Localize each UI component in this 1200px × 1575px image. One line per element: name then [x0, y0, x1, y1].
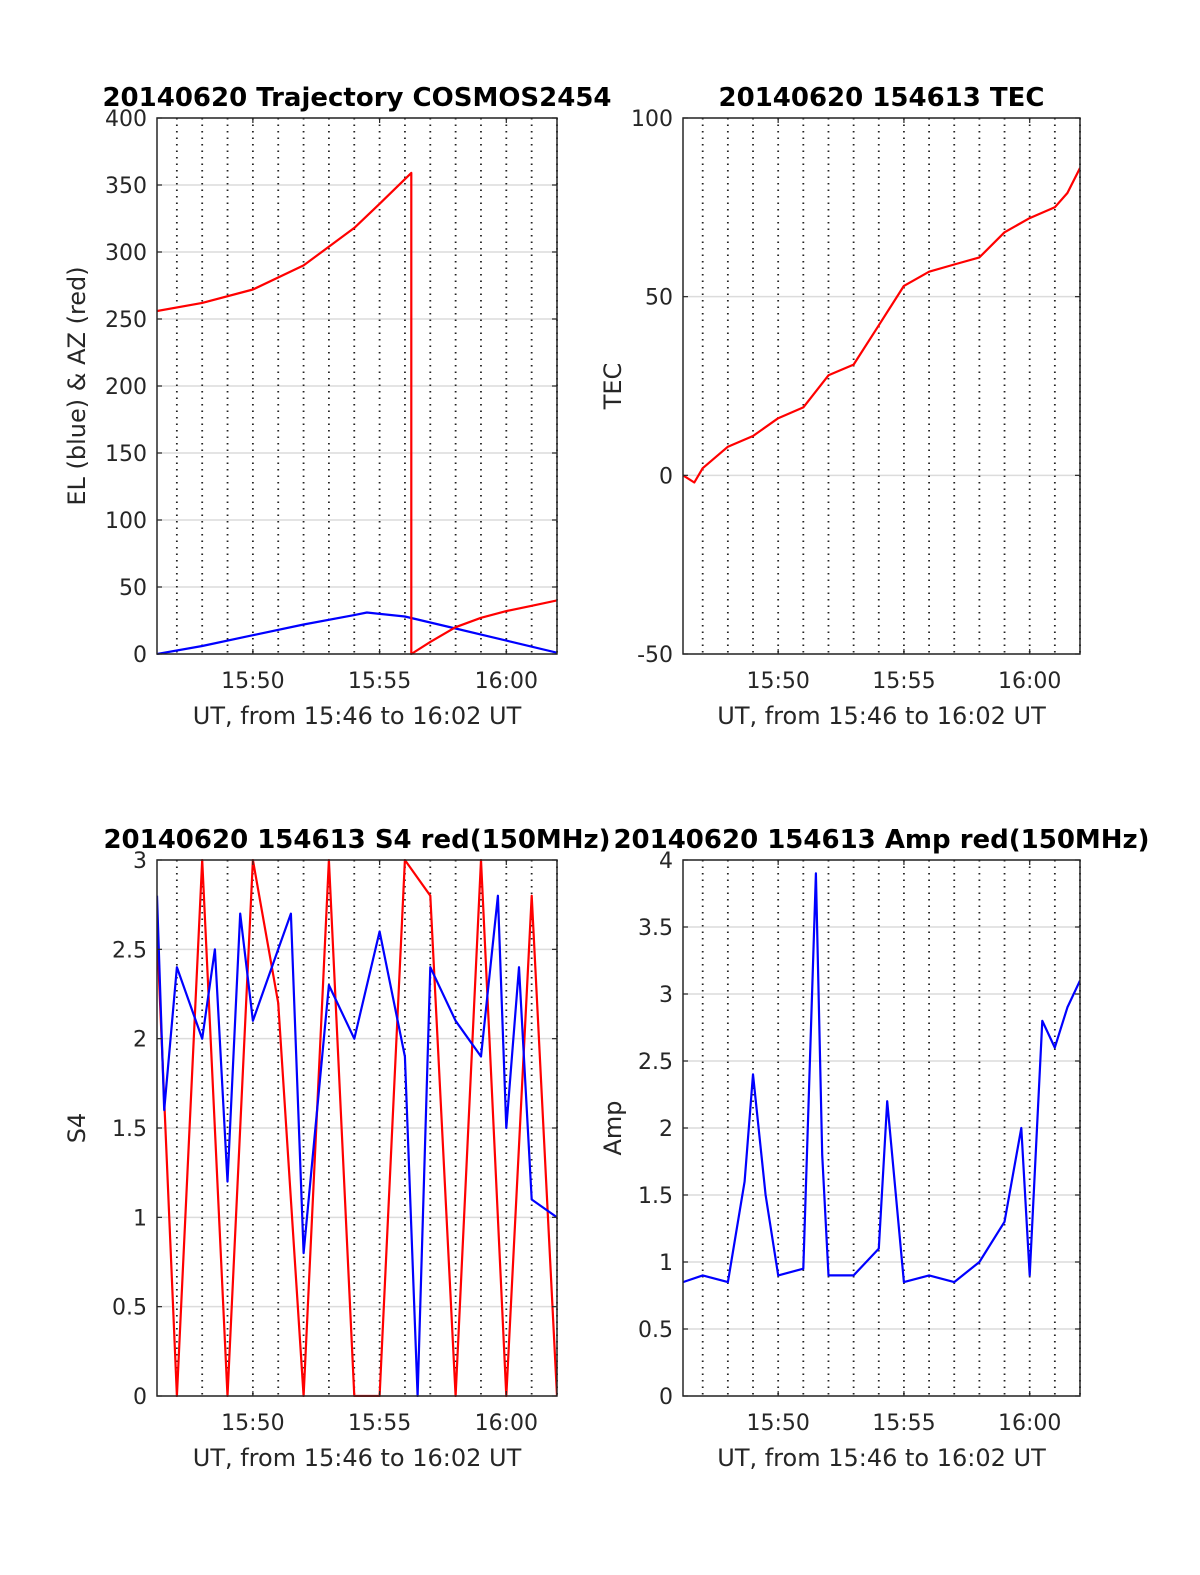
chart-3: 0 0.5 1 1.5 2 2.5 3 15:50 15:55 16:00 20140620 154… — [63, 825, 611, 1472]
y-axis-label: S4 — [63, 1113, 91, 1144]
y-axis-label: Amp — [599, 1100, 627, 1155]
y-axis-label: EL (blue) & AZ (red) — [63, 266, 91, 505]
y-tick-label: 200 — [105, 375, 147, 400]
y-tick-label: 1.5 — [112, 1117, 147, 1142]
y-tick-label: 0 — [659, 464, 673, 489]
y-tick-label: 0.5 — [112, 1296, 147, 1321]
y-tick-label: 2 — [133, 1028, 147, 1053]
chart-title: 20140620 154613 Amp red(150MHz) — [613, 825, 1149, 855]
series-line-1 — [683, 167, 1080, 484]
y-tick-label: 3 — [659, 983, 673, 1008]
chart-title: 20140620 154613 TEC — [719, 83, 1045, 113]
y-axis-label: TEC — [599, 363, 627, 411]
y-tick-label: 250 — [105, 308, 147, 333]
x-tick-label: 16:00 — [475, 1411, 538, 1436]
x-tick-label: 15:55 — [348, 1411, 411, 1436]
series-group — [683, 872, 1080, 1284]
y-tick-label: 4 — [659, 849, 673, 874]
y-tick-label: 0 — [133, 1385, 147, 1410]
series-line-2 — [157, 894, 557, 1397]
chart-title: 20140620 Trajectory COSMOS2454 — [102, 83, 611, 113]
y-tick-label: 400 — [105, 107, 147, 132]
series-group — [683, 167, 1080, 484]
chart-1: 0 50 100 150 200 250 300 350 400 15:50 15:55 16:00 2… — [63, 83, 612, 730]
x-tick-label: 15:50 — [221, 669, 284, 694]
chart-2: -50 0 50 100 15:50 15:55 16:00 20140620 154613 … — [599, 83, 1081, 730]
x-tick-label: 15:50 — [746, 1411, 809, 1436]
series-line-1 — [157, 611, 557, 655]
x-tick-label: 15:50 — [746, 669, 809, 694]
chart-title: 20140620 154613 S4 red(150MHz) — [103, 825, 610, 855]
x-tick-label: 15:55 — [872, 669, 935, 694]
x-tick-label: 15:55 — [872, 1411, 935, 1436]
y-tick-label: 2.5 — [638, 1050, 673, 1075]
y-tick-label: 350 — [105, 174, 147, 199]
x-tick-label: 15:50 — [221, 1411, 284, 1436]
y-tick-label: 1 — [659, 1251, 673, 1276]
x-axis-label: UT, from 15:46 to 16:02 UT — [717, 1444, 1046, 1472]
y-tick-label: 100 — [631, 107, 673, 132]
y-tick-label: 1 — [133, 1206, 147, 1231]
y-tick-label: 0.5 — [638, 1318, 673, 1343]
y-tick-label: 3 — [133, 849, 147, 874]
y-tick-label: 2.5 — [112, 938, 147, 963]
y-tick-label: 50 — [119, 576, 147, 601]
x-tick-label: 15:55 — [348, 669, 411, 694]
y-tick-label: -50 — [637, 643, 673, 668]
series-line-1 — [683, 872, 1080, 1284]
y-tick-label: 3.5 — [638, 916, 673, 941]
y-tick-label: 50 — [645, 286, 673, 311]
y-tick-label: 300 — [105, 241, 147, 266]
x-axis-label: UT, from 15:46 to 16:02 UT — [193, 1444, 522, 1472]
series-group — [157, 171, 557, 655]
x-axis-label: UT, from 15:46 to 16:02 UT — [193, 702, 522, 730]
chart-4: 0 0.5 1 1.5 2 2.5 3 3.5 4 15:50 15:55 16:00 20140620… — [599, 825, 1150, 1472]
series-line-2 — [157, 171, 557, 655]
axes-box — [682, 117, 1081, 655]
y-tick-label: 150 — [105, 442, 147, 467]
x-tick-label: 16:00 — [998, 669, 1061, 694]
plot-area — [683, 118, 1080, 654]
y-tick-label: 0 — [133, 643, 147, 668]
y-tick-label: 100 — [105, 509, 147, 534]
x-tick-label: 16:00 — [998, 1411, 1061, 1436]
x-axis-label: UT, from 15:46 to 16:02 UT — [717, 702, 1046, 730]
y-tick-label: 0 — [659, 1385, 673, 1410]
x-tick-label: 16:00 — [475, 669, 538, 694]
y-tick-label: 1.5 — [638, 1184, 673, 1209]
y-tick-label: 2 — [659, 1117, 673, 1142]
